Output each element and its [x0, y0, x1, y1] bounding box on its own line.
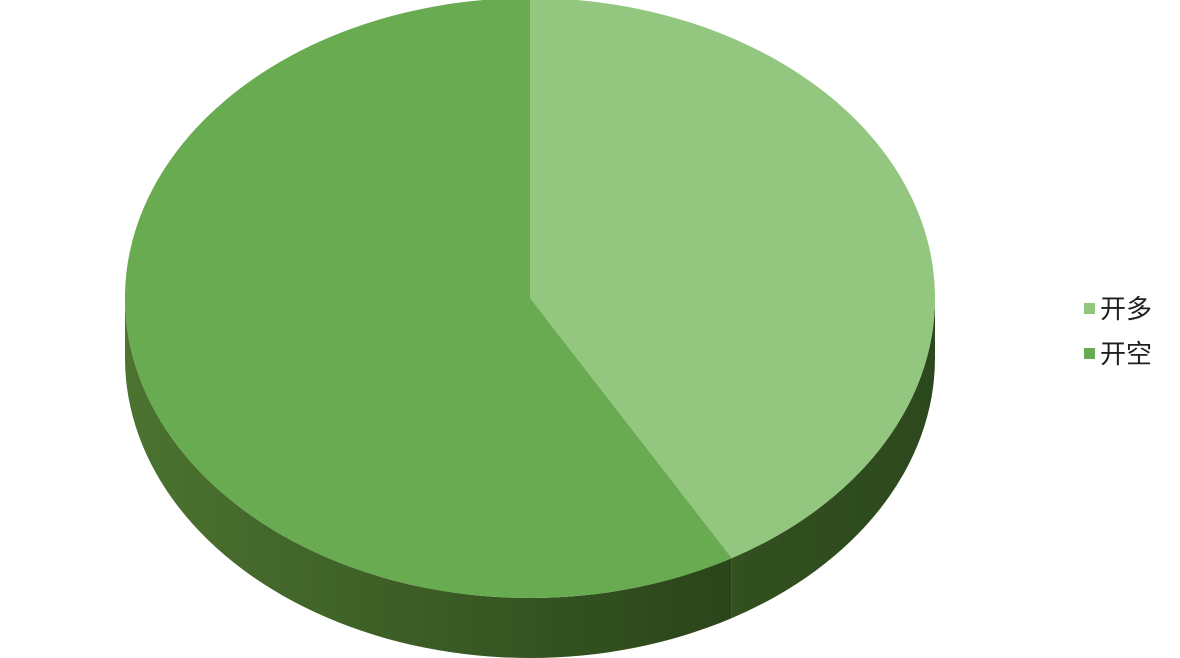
legend-item-kai-duo[interactable]: 开多 — [1084, 286, 1152, 331]
legend-label-kai-kong: 开空 — [1100, 338, 1153, 369]
legend: 开多 开空 — [1084, 286, 1152, 376]
legend-item-kai-kong[interactable]: 开空 — [1084, 331, 1152, 376]
pie-slice-0[interactable] — [530, 0, 935, 559]
pie-slice-side-1 — [125, 298, 732, 658]
legend-label-kai-duo: 开多 — [1100, 293, 1153, 324]
pie-slice-1[interactable] — [124, 0, 732, 598]
pie-slice-side-0 — [731, 298, 935, 619]
legend-swatch-kai-kong — [1084, 348, 1095, 359]
legend-swatch-kai-duo — [1084, 303, 1095, 314]
